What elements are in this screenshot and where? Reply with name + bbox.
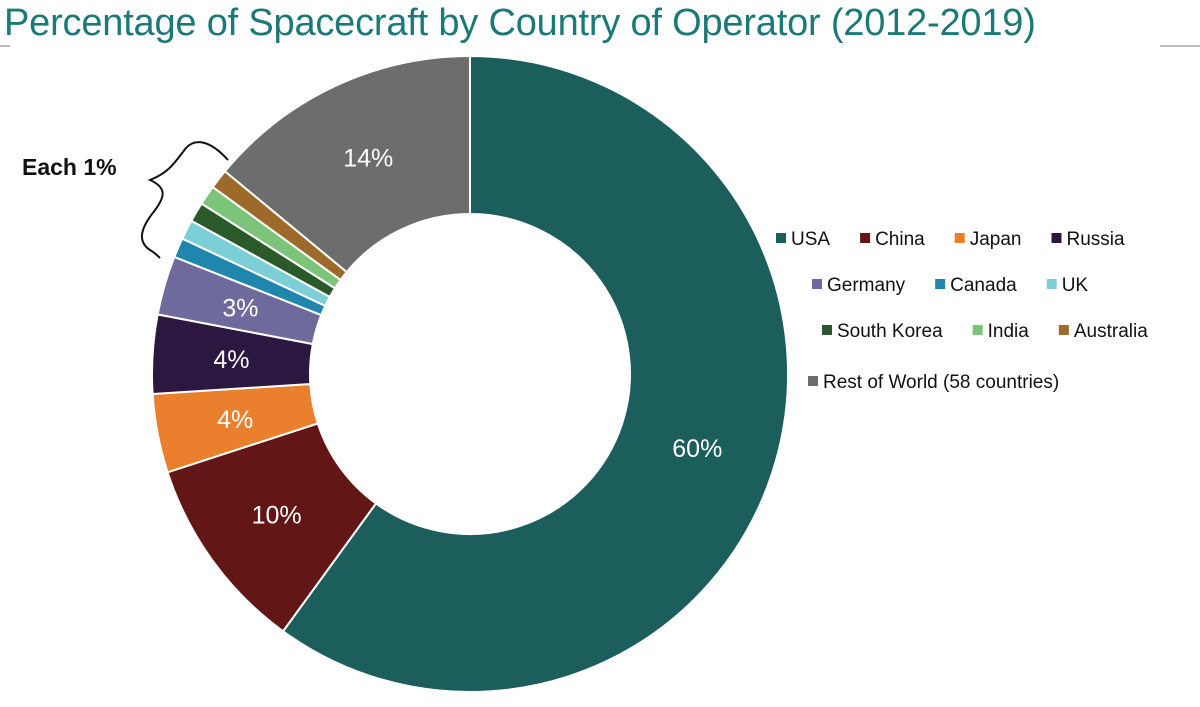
data-label-russia: 4% (213, 346, 249, 374)
legend-label-australia: Australia (1074, 321, 1148, 342)
legend-label-japan: Japan (970, 229, 1022, 250)
annotation-label: Each 1% (22, 154, 117, 180)
title-bar: Percentage of Spacecraft by Country of O… (0, 0, 1200, 52)
legend-swatch-russia (1051, 233, 1062, 243)
legend-label-rest-of-world: Rest of World (58 countries) (823, 372, 1059, 393)
legend-swatch-china (860, 233, 871, 243)
legend-label-usa: USA (791, 229, 830, 250)
legend-swatch-uk (1046, 279, 1057, 289)
data-label-usa: 60% (672, 435, 722, 463)
title-rule-right (1160, 45, 1200, 47)
legend-swatch-rest-of-world (808, 376, 818, 386)
legend-label-india: India (988, 321, 1030, 342)
data-label-china: 10% (252, 501, 302, 529)
annotation-brace (141, 141, 229, 259)
legend-swatch-canada (935, 279, 946, 289)
chart-title: Percentage of Spacecraft by Country of O… (4, 2, 1036, 44)
legend-swatch-india (972, 325, 983, 335)
legend: USA China Japan Russia Germany Canada UK South … (776, 229, 1148, 393)
legend-label-uk: UK (1062, 275, 1089, 296)
data-label-rest-of-world: 14% (343, 145, 393, 173)
legend-label-china: China (875, 229, 925, 250)
data-label-germany: 3% (222, 294, 258, 322)
slice-labels-group: 60% 10% 4% 4% 3% 14% (213, 145, 722, 530)
title-rule-left (0, 45, 10, 47)
legend-swatch-usa (776, 233, 786, 243)
slice-usa (281, 54, 789, 693)
legend-label-south-korea: South Korea (837, 321, 943, 342)
legend-swatch-japan (954, 233, 965, 243)
legend-swatch-australia (1058, 325, 1069, 335)
slices-group (151, 54, 789, 693)
legend-label-canada: Canada (950, 275, 1017, 296)
annotation-group: Each 1% (22, 141, 229, 259)
legend-swatch-south-korea (822, 325, 832, 335)
legend-label-russia: Russia (1067, 229, 1126, 250)
legend-label-germany: Germany (827, 275, 906, 296)
legend-swatch-germany (812, 279, 822, 289)
slice-rest-of-world (223, 54, 471, 274)
data-label-japan: 4% (217, 406, 253, 434)
